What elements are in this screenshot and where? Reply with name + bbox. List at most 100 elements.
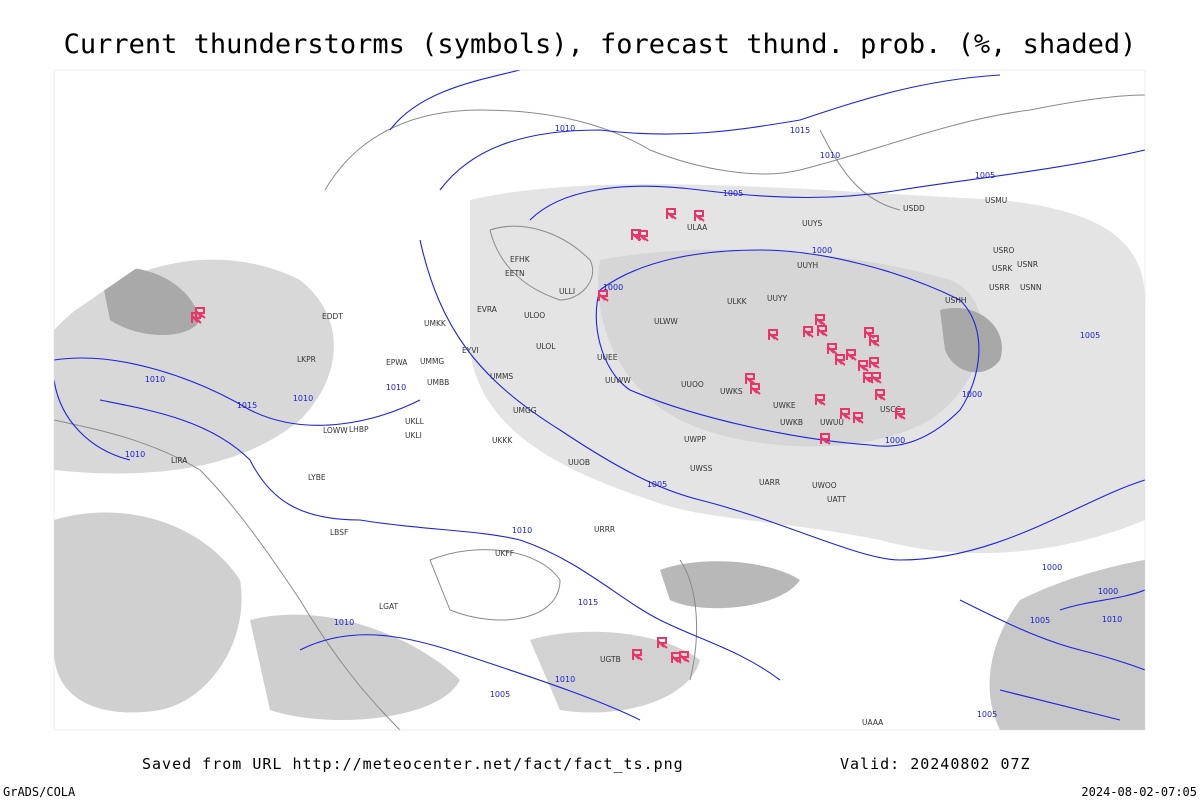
thunderstorm-symbol [657, 637, 668, 649]
station-label: ULWW [654, 317, 678, 326]
isobar-label: 1010 [1102, 615, 1122, 624]
thunderstorm-symbol [869, 335, 880, 347]
timestamp: 2024-08-02-07:05 [1081, 785, 1197, 799]
thunderstorm-symbol [846, 349, 857, 361]
thunderstorm-symbol [768, 329, 779, 341]
station-label: UUYS [802, 219, 823, 228]
thunderstorm-symbol [632, 649, 643, 661]
station-label: EVRA [477, 305, 498, 314]
thunderstorm-symbol [858, 360, 869, 372]
thunderstorm-symbol [817, 325, 828, 337]
station-label: USMU [985, 196, 1007, 205]
map-frame [53, 69, 1146, 731]
station-label: USRR [989, 283, 1010, 292]
map-title: Current thunderstorms (symbols), forecas… [64, 29, 1137, 60]
thunderstorm-symbol [869, 357, 880, 369]
thunderstorm-symbol [827, 343, 838, 355]
isobar-label: 1005 [975, 171, 995, 180]
thunderstorm-symbol [815, 394, 826, 406]
isobars [54, 70, 1145, 721]
thunderstorm-symbol [803, 326, 814, 338]
isobar-label: 1005 [1030, 616, 1050, 625]
station-label: UMKK [424, 319, 447, 328]
station-label: UUWW [605, 376, 631, 385]
station-label: LGAT [379, 602, 399, 611]
station-label: ULOL [536, 342, 556, 351]
station-label: UAAA [862, 718, 884, 727]
map-area: 1010 1015 1010 1005 1000 1000 1005 1005 1010 1015… [54, 70, 1145, 730]
station-label: UUOO [681, 380, 704, 389]
isobar-label: 1010 [145, 375, 165, 384]
station-label: ULKK [727, 297, 748, 306]
source-url: Saved from URL http://meteocenter.net/fa… [142, 755, 684, 773]
thunderstorm-symbol [853, 412, 864, 424]
probability-shading [54, 184, 1145, 730]
station-label: USRO [993, 246, 1014, 255]
station-label: LHBP [349, 425, 369, 434]
station-label: UMMS [490, 372, 513, 381]
station-label: USCC [880, 405, 901, 414]
thunderstorm-symbol [815, 314, 826, 326]
isobar-label: 1005 [490, 690, 510, 699]
station-label: UMGG [513, 406, 537, 415]
isobar-label: 1015 [237, 401, 257, 410]
thunderstorm-symbol [694, 210, 705, 222]
station-label: UMBB [427, 378, 449, 387]
thunderstorm-symbol [638, 230, 649, 242]
station-label: EETN [505, 269, 525, 278]
station-label: UARR [759, 478, 780, 487]
isobar-label: 1010 [293, 394, 313, 403]
station-label: USNR [1017, 260, 1038, 269]
coastlines [54, 94, 1145, 730]
station-label: UWOO [812, 481, 837, 490]
station-label: UKKK [492, 436, 513, 445]
isobar-label: 1000 [1042, 563, 1062, 572]
station-label: EFHK [510, 255, 531, 264]
station-label: USNN [1020, 283, 1041, 292]
thunderstorm-symbol [679, 651, 690, 663]
thunderstorm-symbol [840, 408, 851, 420]
station-label: LKPR [297, 355, 316, 364]
thunderstorm-symbol [835, 354, 846, 366]
station-label: UWKB [780, 418, 803, 427]
station-label: UKLL [405, 417, 425, 426]
station-label: EDDT [322, 312, 343, 321]
thunderstorm-symbol [895, 408, 906, 420]
station-label: UATT [827, 495, 846, 504]
station-label: ULOO [524, 311, 545, 320]
station-label: UMMG [420, 357, 444, 366]
thunderstorm-symbol [666, 208, 677, 220]
isobar-label: 1000 [1098, 587, 1118, 596]
isobar-label: 1010 [125, 450, 145, 459]
thunderstorm-symbol [820, 433, 831, 445]
station-label: USRK [992, 264, 1013, 273]
isobar-label: 1000 [812, 246, 832, 255]
isobar-label: 1015 [578, 598, 598, 607]
station-label: UWSS [690, 464, 713, 473]
station-label: USHH [945, 296, 967, 305]
station-label: UUYY [767, 294, 788, 303]
station-label: LYBE [308, 473, 326, 482]
isobar-label: 1010 [334, 618, 354, 627]
station-label: UWPP [684, 435, 706, 444]
station-label: EPWA [386, 358, 408, 367]
thunderstorm-symbol [871, 372, 882, 384]
thunderstorm-symbol [875, 389, 886, 401]
station-label: UWKS [720, 387, 743, 396]
isobar-label: 1005 [977, 710, 997, 719]
station-label: URRR [594, 525, 615, 534]
isobar-label: 1015 [790, 126, 810, 135]
station-label: UGTB [600, 655, 621, 664]
station-label: UUEE [597, 353, 618, 362]
station-label: UWUU [820, 418, 844, 427]
isobar-label: 1010 [386, 383, 406, 392]
valid-time: Valid: 20240802 07Z [840, 755, 1031, 773]
station-label: UWKE [773, 401, 796, 410]
isobar-label: 1000 [885, 436, 905, 445]
station-label: UKFF [495, 549, 514, 558]
station-label: UKLI [405, 431, 422, 440]
thunderstorm-symbol [598, 290, 609, 302]
isobar-label: 1005 [723, 189, 743, 198]
isobar-label: 1010 [820, 151, 840, 160]
station-label: EYVI [462, 346, 479, 355]
